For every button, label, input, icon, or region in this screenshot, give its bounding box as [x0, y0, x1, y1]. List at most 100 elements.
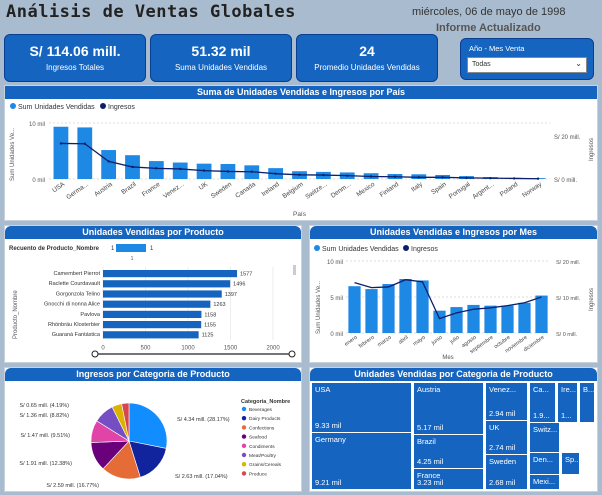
treemap-tile[interactable]: Switz...: [530, 423, 560, 453]
x-tick-label: mayo: [412, 335, 426, 348]
line-point: [83, 142, 86, 145]
bar: [416, 280, 429, 333]
treemap-tile-label: Mexi...: [533, 477, 556, 486]
line-point: [513, 177, 516, 180]
x-tick-label: Belgium: [281, 181, 304, 200]
x-tick-label: 500: [140, 345, 151, 351]
line-point: [131, 165, 134, 169]
y-axis-label: Sum Unidades Ve...: [316, 281, 322, 334]
bar: [103, 310, 202, 318]
treemap-tile[interactable]: Sweden 2.68 mil: [486, 455, 528, 490]
kpi-card-unidades: 51.32 mil Suma Unidades Vendidas: [150, 34, 292, 82]
legend-gradient: [116, 244, 146, 252]
bar: [103, 270, 238, 278]
slicer-dropdown[interactable]: Todas ⌄: [467, 57, 587, 73]
kpi-label: Promedio Unidades Vendidas: [314, 63, 420, 72]
bar: [172, 162, 188, 179]
product-chart-panel: Unidades Vendidas por Producto Recuento …: [4, 225, 302, 363]
y2-axis-label: Ingresos: [589, 288, 595, 311]
treemap-tile[interactable]: Den...: [530, 453, 560, 475]
treemap-tile[interactable]: Austria 5.17 mil: [414, 383, 484, 435]
x-tick-label: junio: [430, 335, 444, 347]
treemap-tile[interactable]: Venez... 2.94 mil: [486, 383, 528, 421]
line-point: [179, 167, 182, 171]
range-slider-handle-end[interactable]: [288, 350, 296, 358]
legend-label: Produce: [249, 471, 267, 477]
x-tick-label: Germa...: [65, 181, 90, 201]
treemap-tile[interactable]: Mexi...: [530, 475, 560, 490]
treemap-tile[interactable]: Germany 9.21 mil: [312, 433, 412, 490]
panel-title: Unidades Vendidas e Ingresos por Mes: [310, 226, 597, 239]
bar: [103, 321, 202, 329]
legend-label: Sum Unidades Vendidas: [18, 104, 95, 111]
treemap-tile-label: Germany: [315, 435, 346, 444]
treemap-tile[interactable]: Sp...: [562, 453, 580, 475]
x-tick-label: Mexico: [355, 181, 376, 199]
y2-tick-label: S/ 20 mill.: [556, 260, 581, 266]
data-label: S/ 1.91 mill. (12.38%): [19, 461, 72, 467]
x-tick-label: Canada: [234, 181, 257, 200]
legend-label: Grains/Cereals: [249, 462, 282, 468]
legend-title: Categoria_Nombre: [241, 399, 290, 405]
y2-tick-label: S/ 0 mill.: [556, 332, 578, 338]
data-label: S/ 0.65 mill. (4.19%): [19, 403, 69, 409]
bar: [433, 310, 446, 333]
pie-chart-panel: Ingresos por Categoria de Producto S/ 4.…: [4, 367, 302, 492]
treemap-tile-label: Ca...: [533, 385, 549, 394]
month-chart: Sum Unidades Vendidas Ingresos 10 mil 5 mil…: [314, 245, 595, 361]
treemap-tile-value: 3.23 mil: [417, 478, 444, 487]
data-label: S/ 2.63 mill. (17.04%): [175, 474, 228, 480]
bar: [103, 280, 231, 288]
slicer-value: Todas: [472, 61, 491, 68]
bar: [484, 305, 497, 333]
report-date: miércoles, 06 de mayo de 1998: [412, 6, 566, 18]
line-point: [393, 175, 397, 178]
x-axis-label: Mes: [442, 355, 453, 361]
treemap-tile[interactable]: Brazil 4.25 mil: [414, 435, 484, 469]
range-slider-handle-start[interactable]: [91, 350, 99, 358]
legend-label: Confections: [249, 425, 275, 431]
treemap-tile[interactable]: UK 2.74 mil: [486, 421, 528, 455]
kpi-value: 51.32 mil: [191, 43, 251, 59]
y-tick-label: Gorgonzola Telino: [56, 291, 100, 297]
y-tick-label: Pavlova: [80, 312, 101, 318]
slicer-anio-mes: Año - Mes Venta Todas ⌄: [460, 38, 594, 80]
legend-label: Ingresos: [108, 104, 135, 111]
data-label: 1158: [204, 312, 216, 318]
treemap-tile[interactable]: B...: [580, 383, 595, 423]
treemap-tile[interactable]: Ire... 1...: [558, 383, 578, 423]
legend-marker: [314, 245, 320, 251]
bar: [501, 305, 514, 333]
bar: [148, 161, 164, 179]
treemap-tile-value: 2.74 mil: [489, 443, 516, 452]
scrollbar-thumb: [293, 265, 296, 275]
line-point: [59, 142, 63, 145]
legend-marker: [241, 434, 247, 439]
legend-label: Ingresos: [411, 246, 438, 253]
pie-slice: [121, 402, 130, 442]
legend-marker: [100, 103, 106, 109]
treemap-tile-label: B...: [583, 385, 595, 394]
line-point: [202, 169, 206, 172]
treemap-tile[interactable]: France 3.23 mil: [414, 469, 484, 490]
treemap-panel: Unidades Vendidas por Categoria de Produ…: [309, 367, 598, 492]
panel-title: Unidades Vendidas por Producto: [5, 226, 301, 239]
legend-marker: [241, 425, 247, 430]
y-tick-label: 10 mil: [327, 260, 343, 266]
legend-label: Seafood: [249, 435, 267, 441]
treemap-tile-value: 4.25 mil: [417, 457, 444, 466]
treemap-tile[interactable]: Ca... 1.9...: [530, 383, 556, 423]
data-label: 1496: [233, 282, 245, 288]
line-point: [346, 174, 349, 177]
x-axis-label: País: [293, 211, 307, 218]
line-point: [155, 167, 158, 170]
legend-marker: [241, 471, 247, 476]
treemap-tile[interactable]: USA 9.33 mil: [312, 383, 412, 433]
legend-mid: 1: [131, 256, 134, 262]
legend-marker: [241, 462, 247, 467]
line-point: [250, 170, 253, 173]
kpi-label: Ingresos Totales: [45, 63, 105, 72]
treemap-tile-label: Sp...: [565, 455, 580, 464]
legend-max: 1: [150, 246, 154, 252]
x-tick-label: Argent...: [471, 181, 495, 201]
